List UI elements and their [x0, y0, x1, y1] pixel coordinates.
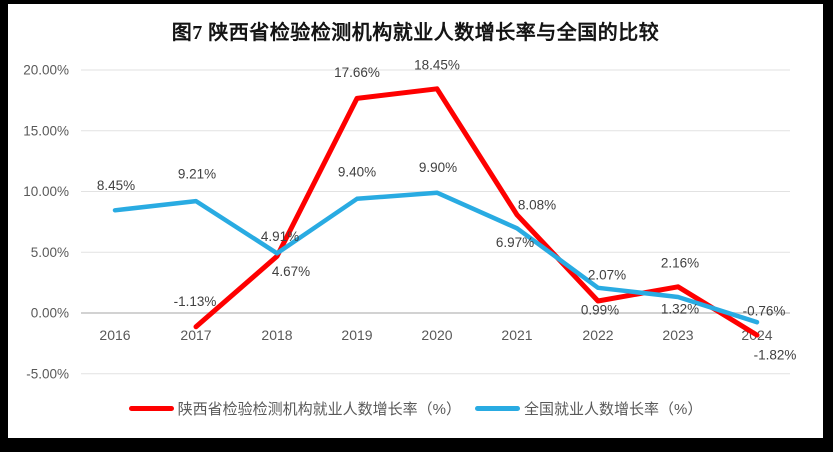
data-label: 8.08%: [518, 197, 556, 212]
data-label: 18.45%: [414, 57, 460, 72]
national-series-swatch-icon: [475, 406, 520, 411]
data-label: 9.40%: [338, 164, 376, 179]
data-label: 4.67%: [272, 264, 310, 279]
x-category-label: 2017: [180, 327, 211, 343]
y-tick-label: -5.00%: [26, 366, 69, 381]
chart-title: 图7 陕西省检验检测机构就业人数增长率与全国的比较: [171, 22, 660, 44]
shaanxi-series-line: [193, 86, 760, 338]
x-category-label: 2019: [341, 327, 372, 343]
chart-legend: 陕西省检验检测机构就业人数增长率（%） 全国就业人数增长率（%）: [8, 398, 823, 419]
legend-item-national: 全国就业人数增长率（%）: [475, 398, 702, 419]
data-label: 0.99%: [581, 302, 619, 317]
x-category-label: 2020: [421, 327, 452, 343]
legend-label-shaanxi: 陕西省检验检测机构就业人数增长率（%）: [177, 401, 461, 418]
data-label: 8.45%: [97, 178, 135, 193]
x-category-label: 2016: [99, 327, 130, 343]
y-tick-label: 0.00%: [31, 306, 69, 321]
data-label: -1.82%: [754, 348, 797, 363]
data-label: 4.91%: [261, 229, 299, 244]
data-label: -0.76%: [743, 304, 786, 319]
data-label: 17.66%: [334, 65, 380, 80]
shaanxi-series-swatch-icon: [128, 406, 174, 411]
x-category-label: 2021: [501, 327, 532, 343]
national-series-line: [112, 190, 760, 325]
line-chart-plot: 20.00% 15.00% 10.00% 5.00% 0.00% -5.00% 2016 20…: [23, 57, 797, 381]
legend-item-shaanxi: 陕西省检验检测机构就业人数增长率（%）: [128, 398, 461, 419]
data-label: 6.97%: [496, 235, 534, 250]
data-label: 9.21%: [178, 167, 216, 182]
y-tick-label: 5.00%: [31, 245, 69, 260]
y-tick-label: 15.00%: [23, 123, 69, 138]
data-label: -1.13%: [174, 294, 217, 309]
data-label: 2.16%: [661, 255, 699, 270]
data-label: 9.90%: [419, 160, 457, 175]
legend-label-national: 全国就业人数增长率（%）: [524, 401, 703, 418]
data-label: 2.07%: [588, 267, 626, 282]
x-category-label: 2023: [662, 327, 693, 343]
y-tick-label: 10.00%: [23, 184, 69, 199]
data-label: 1.32%: [661, 301, 699, 316]
x-category-label: 2018: [261, 327, 292, 343]
y-tick-label: 20.00%: [23, 63, 69, 78]
x-category-label: 2022: [582, 327, 613, 343]
